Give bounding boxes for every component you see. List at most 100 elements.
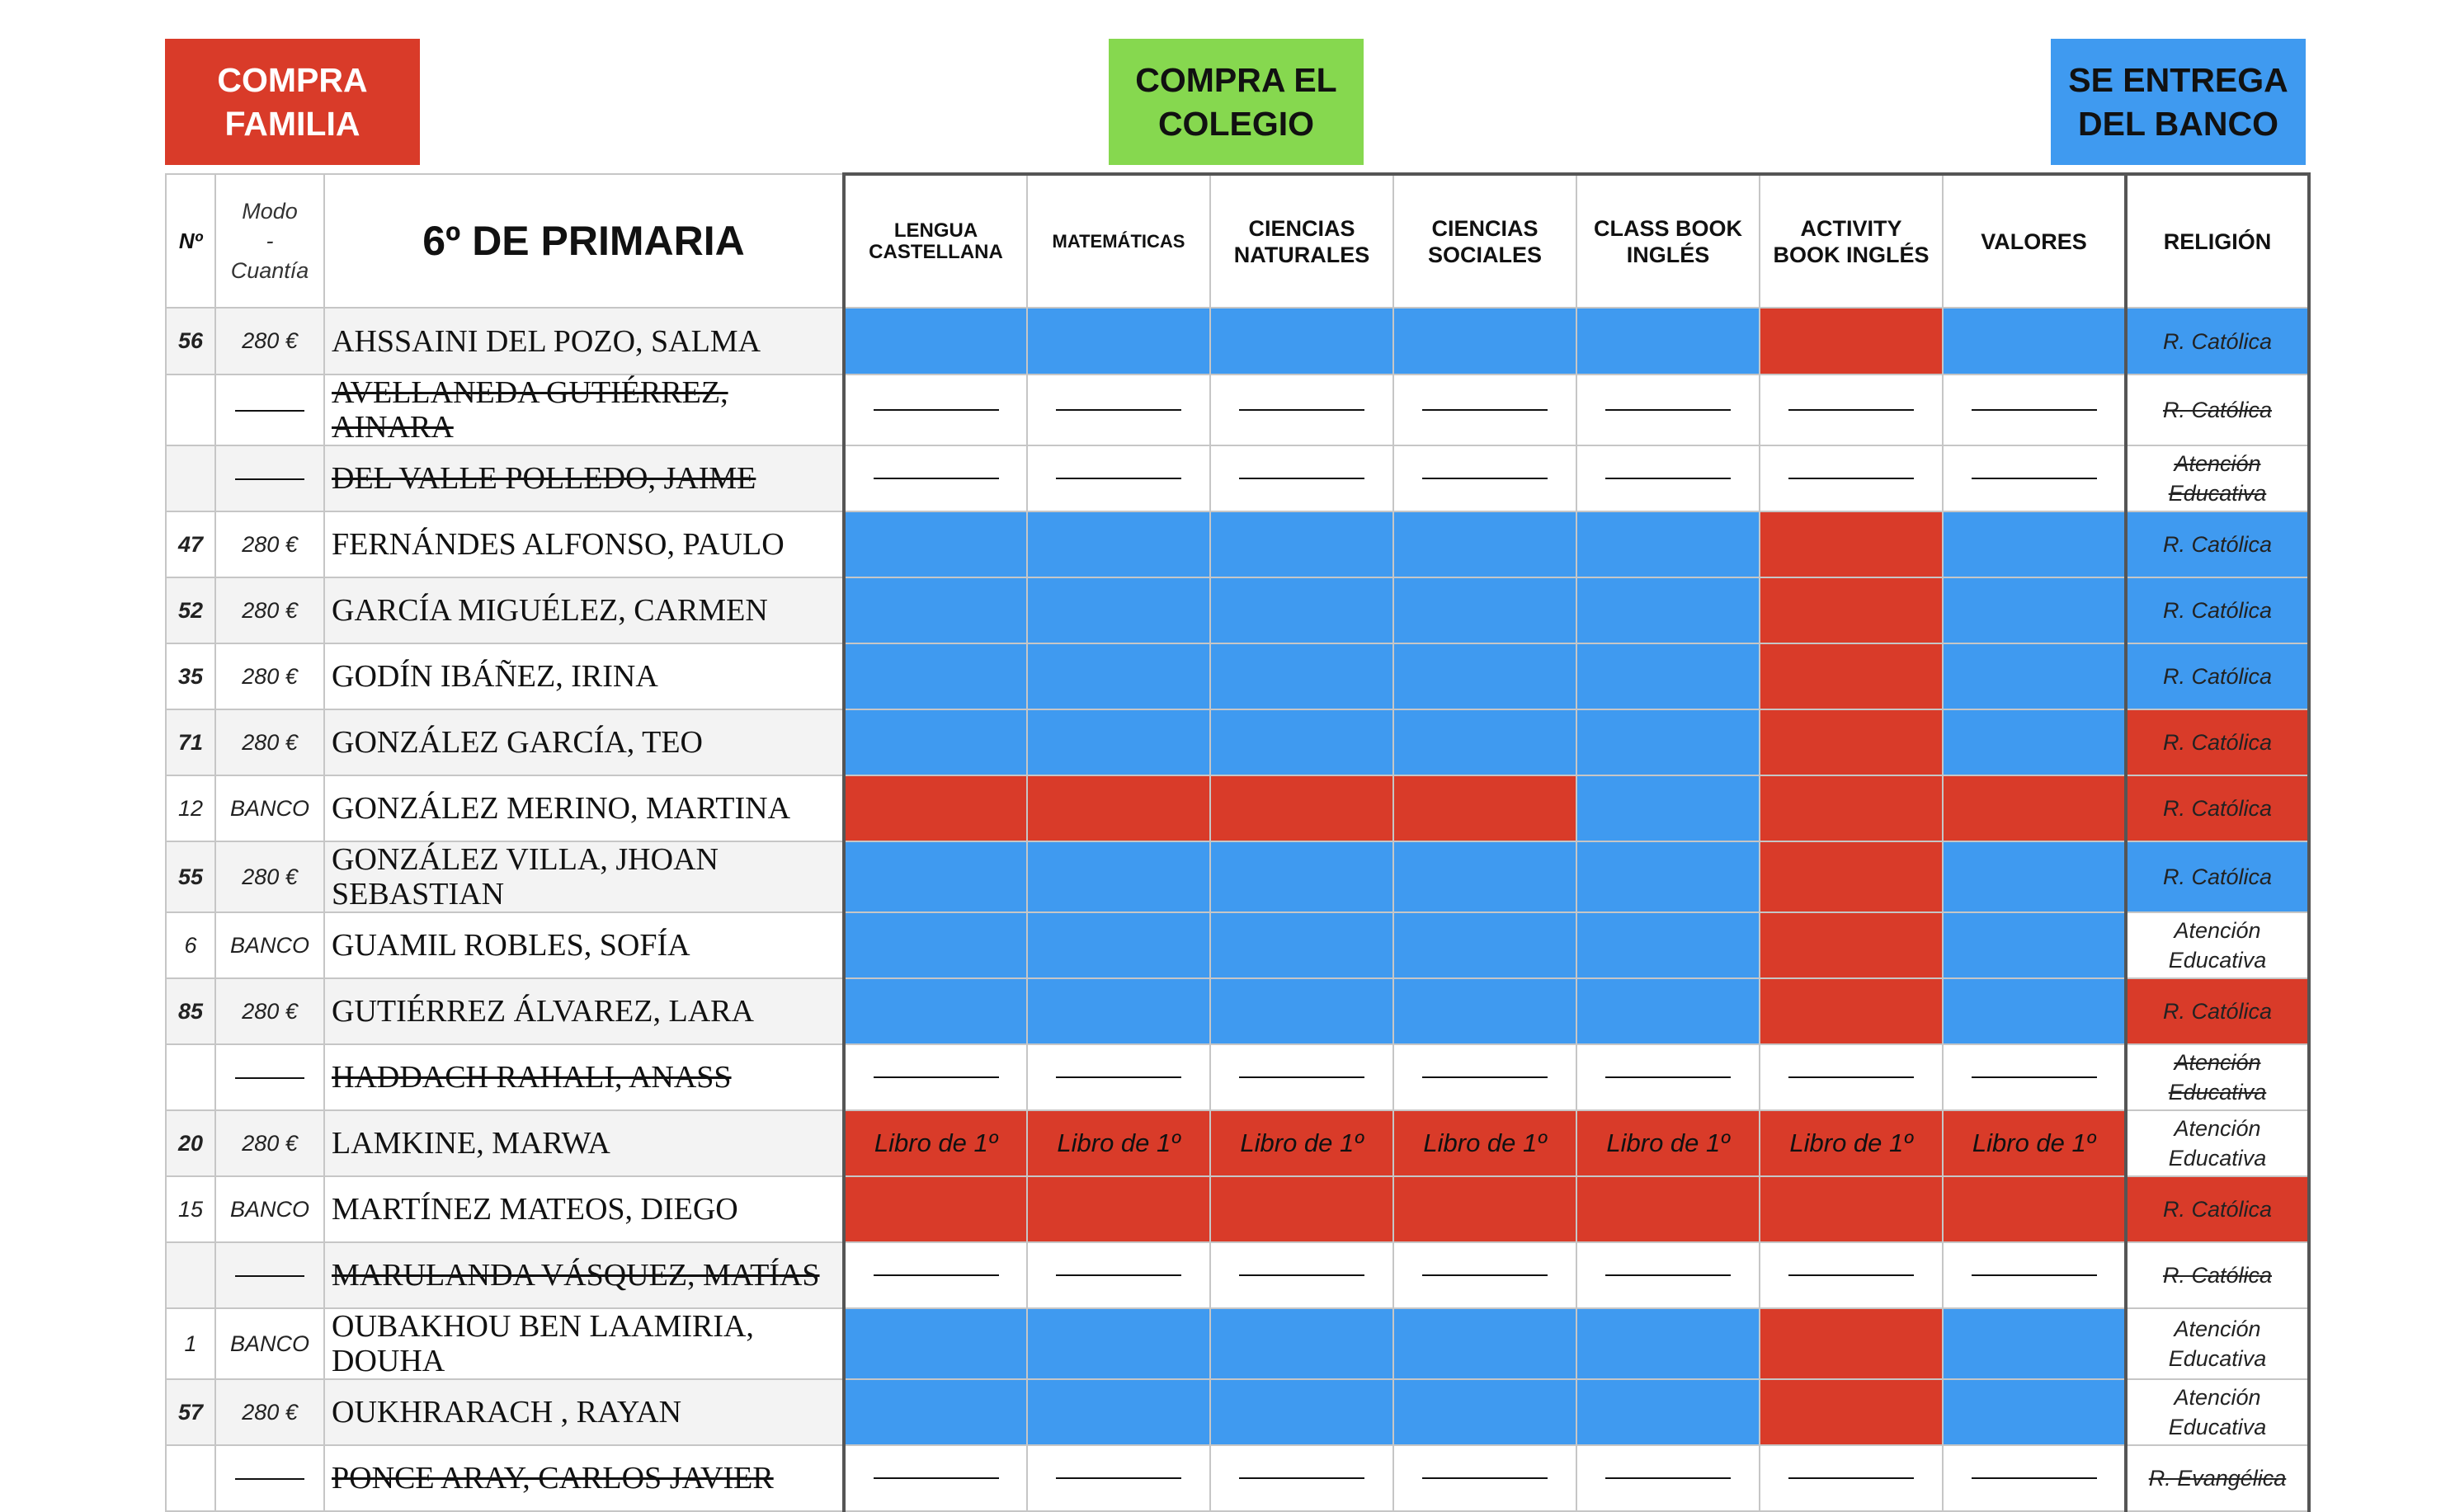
cell-lengua <box>842 1043 1028 1111</box>
cell-sociales <box>1392 911 1577 979</box>
empty-dash <box>1971 1477 2097 1479</box>
cell-activitybook: Libro de 1º <box>1759 1109 1944 1177</box>
empty-dash <box>1239 1274 1364 1276</box>
cell-activitybook <box>1759 577 1944 644</box>
cell-lengua <box>842 307 1028 375</box>
cell-religion: Atención Educativa <box>2125 1109 2311 1177</box>
cell-naturales <box>1209 911 1394 979</box>
cell-sociales <box>1392 1043 1577 1111</box>
table-row: 15 BANCO MARTÍNEZ MATEOS, DIEGO R. Católica <box>165 1175 2311 1243</box>
cell-valores <box>1942 1241 2128 1309</box>
cell-religion: R. Católica <box>2125 1241 2311 1309</box>
student-number <box>165 445 216 512</box>
cell-matematicas <box>1026 1175 1211 1243</box>
cell-classbook <box>1576 709 1760 776</box>
cell-naturales <box>1209 1241 1394 1309</box>
cell-activitybook <box>1759 1241 1944 1309</box>
empty-dash <box>1971 408 2097 411</box>
student-number: 1 <box>165 1307 216 1380</box>
legend-school-label: COMPRA EL COLEGIO <box>1135 60 1337 143</box>
cell-lengua <box>842 445 1028 512</box>
empty-dash <box>1605 1274 1731 1276</box>
student-modo <box>214 374 325 446</box>
header-row: Nº Modo - Cuantía 6º DE PRIMARIA LENGUA … <box>165 172 2311 309</box>
student-number <box>165 1444 216 1512</box>
cell-valores <box>1942 1444 2128 1512</box>
cell-sociales <box>1392 1307 1577 1380</box>
cell-classbook <box>1576 511 1760 578</box>
empty-dash <box>873 1274 999 1276</box>
student-name-text: GODÍN IBÁÑEZ, IRINA <box>332 659 658 694</box>
table-row: 56 280 € AHSSAINI DEL POZO, SALMA R. Católi… <box>165 307 2311 375</box>
cell-activitybook <box>1759 1444 1944 1512</box>
empty-dash <box>1971 1274 2097 1276</box>
student-name: FERNÁNDES ALFONSO, PAULO <box>323 511 846 578</box>
cell-lengua <box>842 1241 1028 1309</box>
cell-activitybook <box>1759 709 1944 776</box>
cell-matematicas <box>1026 643 1211 710</box>
student-name-text: AVELLANEDA GUTIÉRREZ, AINARA <box>332 375 728 445</box>
table-row: 85 280 € GUTIÉRREZ ÁLVAREZ, LARA R. Católic… <box>165 977 2311 1045</box>
empty-dash <box>1056 408 1181 411</box>
student-name-text: HADDACH RAHALI, ANASS <box>332 1060 732 1095</box>
student-name-text: FERNÁNDES ALFONSO, PAULO <box>332 527 785 562</box>
cell-religion: R. Católica <box>2125 709 2311 776</box>
cell-classbook <box>1576 1043 1760 1111</box>
cell-lengua <box>842 511 1028 578</box>
student-name: PONCE ARAY, CARLOS JAVIER <box>323 1444 846 1512</box>
student-modo: 280 € <box>214 709 325 776</box>
cell-activitybook <box>1759 511 1944 578</box>
student-modo: BANCO <box>214 911 325 979</box>
cell-activitybook <box>1759 977 1944 1045</box>
empty-dash <box>1422 1477 1548 1479</box>
cell-activitybook <box>1759 307 1944 375</box>
cell-lengua <box>842 374 1028 446</box>
header-subject-naturales: CIENCIAS NATURALES <box>1209 172 1394 309</box>
cell-classbook <box>1576 841 1760 913</box>
empty-dash <box>1056 477 1181 479</box>
table-row: 20 280 € LAMKINE, MARWA Libro de 1º Libro de… <box>165 1109 2311 1177</box>
cell-activitybook <box>1759 911 1944 979</box>
cell-religion: Atención Educativa <box>2125 1378 2311 1446</box>
cell-lengua: Libro de 1º <box>842 1109 1028 1177</box>
cell-religion: R. Católica <box>2125 643 2311 710</box>
student-name: AHSSAINI DEL POZO, SALMA <box>323 307 846 375</box>
cell-religion: Atención Educativa <box>2125 911 2311 979</box>
student-modo: 280 € <box>214 1378 325 1446</box>
header-modo: Modo - Cuantía <box>214 173 325 309</box>
student-number: 85 <box>165 977 216 1045</box>
legend-compra-familia: COMPRA FAMILIA <box>165 39 420 165</box>
empty-dash <box>1056 1477 1181 1479</box>
student-name: AVELLANEDA GUTIÉRREZ, AINARA <box>323 374 846 446</box>
student-modo: 280 € <box>214 577 325 644</box>
cell-valores <box>1942 977 2128 1045</box>
student-modo <box>214 1241 325 1309</box>
cell-matematicas: Libro de 1º <box>1026 1109 1211 1177</box>
table-row: 71 280 € GONZÁLEZ GARCÍA, TEO R. Católica <box>165 709 2311 776</box>
empty-dash <box>1788 408 1914 411</box>
cell-activitybook <box>1759 1043 1944 1111</box>
cell-naturales <box>1209 841 1394 913</box>
cell-matematicas <box>1026 1241 1211 1309</box>
cell-valores <box>1942 1307 2128 1380</box>
legend-family-label: COMPRA FAMILIA <box>217 60 368 143</box>
cell-religion: R. Católica <box>2125 374 2311 446</box>
student-name: OUKHRARACH , RAYAN <box>323 1378 846 1446</box>
student-modo: BANCO <box>214 1175 325 1243</box>
cell-naturales <box>1209 577 1394 644</box>
cell-matematicas <box>1026 709 1211 776</box>
empty-dash <box>1422 1076 1548 1078</box>
student-number: 47 <box>165 511 216 578</box>
cell-matematicas <box>1026 977 1211 1045</box>
empty-dash <box>235 478 304 481</box>
student-name: MARTÍNEZ MATEOS, DIEGO <box>323 1175 846 1243</box>
empty-dash <box>235 1077 304 1080</box>
student-name: HADDACH RAHALI, ANASS <box>323 1043 846 1111</box>
student-name: GONZÁLEZ MERINO, MARTINA <box>323 775 846 842</box>
cell-religion: R. Católica <box>2125 1175 2311 1243</box>
cell-activitybook <box>1759 374 1944 446</box>
cell-valores <box>1942 1378 2128 1446</box>
student-number: 57 <box>165 1378 216 1446</box>
cell-activitybook <box>1759 643 1944 710</box>
header-number: Nº <box>165 173 216 309</box>
